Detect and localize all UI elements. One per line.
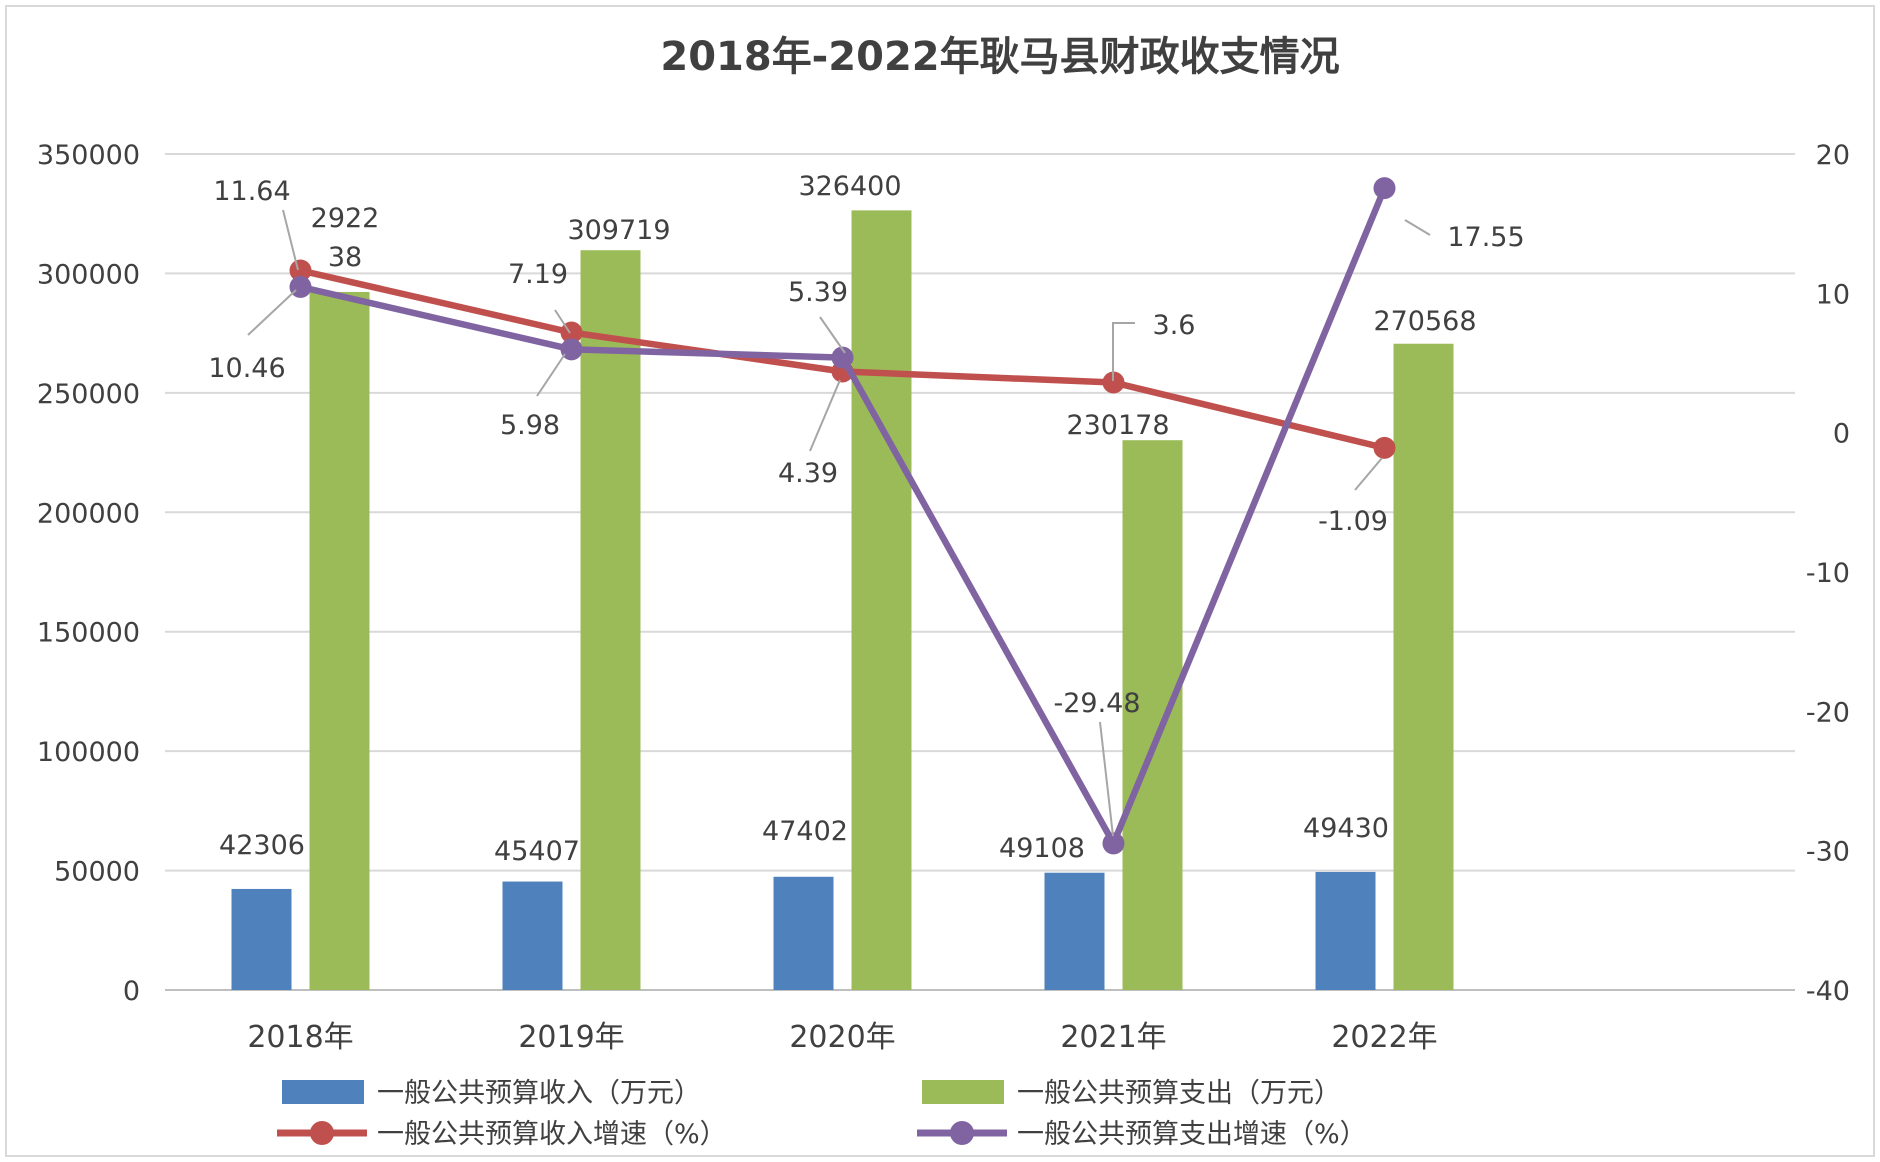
legend-marker	[310, 1121, 334, 1145]
x-category-label: 2020年	[789, 1020, 895, 1055]
revenue-growth-point	[289, 259, 312, 282]
revenue-growth-label: 7.19	[508, 259, 568, 290]
revenue-bar	[773, 876, 834, 990]
leader-line	[247, 289, 297, 336]
y-left-tick-label: 250000	[37, 379, 140, 410]
expenditure-growth-point	[831, 346, 854, 369]
expenditure-growth-point	[1102, 832, 1125, 855]
revenue-bar	[1044, 872, 1105, 990]
revenue-growth-point	[1102, 371, 1125, 394]
legend: 一般公共预算收入（万元） 一般公共预算支出（万元） 一般公共预算收入增速（%） 一般公…	[277, 1078, 1367, 1150]
y-left-tick-label: 50000	[54, 857, 140, 888]
expenditure-bar	[1122, 440, 1183, 991]
revenue-bar-label: 47402	[762, 816, 848, 847]
revenue-growth-label: -1.09	[1318, 506, 1388, 537]
expenditure-bar	[309, 291, 370, 991]
bar-series	[231, 210, 1454, 991]
gridlines	[165, 153, 1795, 991]
revenue-bar-label: 49108	[999, 833, 1085, 864]
y-right-tick-label: -10	[1806, 558, 1850, 589]
leader-line	[809, 379, 841, 452]
expenditure-bar	[580, 250, 641, 990]
legend-swatch	[922, 1080, 1004, 1104]
revenue-growth-label: 3.6	[1153, 310, 1196, 341]
legend-label: 一般公共预算收入增速（%）	[377, 1119, 727, 1150]
expenditure-growth-label: 17.55	[1447, 222, 1524, 253]
revenue-bar	[231, 888, 292, 990]
expenditure-bar	[1393, 343, 1454, 990]
y-right-tick-label: -40	[1806, 976, 1850, 1007]
y-left-tick-label: 300000	[37, 259, 140, 290]
expenditure-growth-point	[560, 338, 583, 361]
leader-line	[1112, 322, 1135, 381]
expenditure-growth-point	[289, 275, 312, 298]
expenditure-bar-label: 2922	[311, 203, 380, 234]
expenditure-growth-label: -29.48	[1053, 688, 1140, 719]
revenue-bar-label: 42306	[219, 830, 305, 861]
expenditure-bar-label: 326400	[798, 171, 901, 202]
legend-label: 一般公共预算支出增速（%）	[1017, 1119, 1367, 1150]
revenue-growth-label: 11.64	[213, 176, 290, 207]
y-left-tick-label: 0	[123, 976, 140, 1007]
leader-line	[282, 209, 299, 271]
legend-swatch	[282, 1080, 364, 1104]
expenditure-bar-label: 230178	[1066, 410, 1169, 441]
legend-marker	[950, 1121, 974, 1145]
revenue-growth-label: 4.39	[778, 458, 838, 489]
y-right-tick-label: -20	[1806, 697, 1850, 728]
expenditure-growth-label: 5.39	[788, 277, 848, 308]
legend-label: 一般公共预算支出（万元）	[1017, 1078, 1341, 1109]
leader-line	[1099, 721, 1114, 837]
leader-line	[1354, 457, 1383, 491]
y-right-tick-label: 0	[1833, 419, 1850, 450]
expenditure-growth-label: 10.46	[208, 353, 285, 384]
leader-line	[554, 309, 571, 334]
y-left-tick-label: 200000	[37, 498, 140, 529]
y-right-tick-label: -30	[1806, 837, 1850, 868]
revenue-bar-label: 49430	[1303, 813, 1389, 844]
y-right-tick-label: 20	[1816, 140, 1850, 171]
x-category-label: 2021年	[1060, 1020, 1166, 1055]
y-left-tick-label: 350000	[37, 140, 140, 171]
expenditure-growth-label: 5.98	[500, 410, 560, 441]
x-category-label: 2022年	[1331, 1020, 1437, 1055]
revenue-bar-label: 45407	[494, 836, 580, 867]
expenditure-bar-label: 270568	[1373, 306, 1476, 337]
x-category-label: 2019年	[518, 1020, 624, 1055]
leader-line	[819, 316, 846, 354]
revenue-growth-point	[1373, 436, 1396, 459]
revenue-bar	[1315, 871, 1376, 990]
legend-label: 一般公共预算收入（万元）	[377, 1078, 701, 1109]
revenue-bar	[502, 881, 563, 990]
axis-ticks: 0 50000 100000 150000 200000 250000 300000 3500…	[37, 140, 1850, 1055]
expenditure-bar-label: 38	[328, 242, 362, 273]
leader-line	[536, 353, 566, 397]
expenditure-growth-point	[1373, 177, 1396, 200]
x-category-label: 2018年	[247, 1020, 353, 1055]
y-left-tick-label: 100000	[37, 737, 140, 768]
chart-title: 2018年-2022年耿马县财政收支情况	[660, 34, 1339, 80]
expenditure-bar-label: 309719	[567, 215, 670, 246]
y-right-tick-label: 10	[1816, 279, 1850, 310]
data-labels: 42306 45407 47402 49108 49430 2922 38 309719 326…	[208, 171, 1524, 867]
leader-line	[1404, 219, 1431, 236]
expenditure-bar	[851, 210, 912, 990]
y-left-tick-label: 150000	[37, 618, 140, 649]
